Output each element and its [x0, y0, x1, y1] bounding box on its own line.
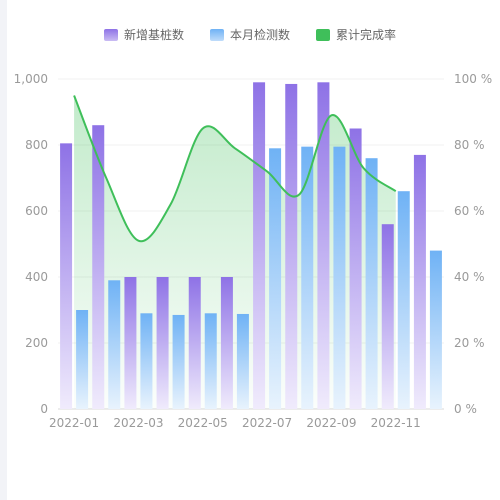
- bar-new-piles[interactable]: [156, 277, 169, 409]
- legend-swatch-completion-rate: [316, 28, 330, 41]
- left-edge-strip: [0, 0, 7, 500]
- legend: 新增基桩数 本月检测数 累计完成率: [0, 26, 500, 43]
- bar-monthly-tests[interactable]: [108, 280, 121, 409]
- bar-new-piles[interactable]: [349, 128, 362, 410]
- bar-new-piles[interactable]: [285, 83, 298, 409]
- bar-new-piles[interactable]: [413, 154, 426, 409]
- bar-monthly-tests[interactable]: [204, 313, 217, 409]
- bar-monthly-tests[interactable]: [269, 148, 282, 410]
- x-tick-label: 2022-01: [49, 416, 99, 430]
- y-right-tick-label: 0 %: [454, 402, 477, 416]
- completion-rate-line[interactable]: [73, 95, 397, 243]
- bar-new-piles[interactable]: [317, 82, 330, 410]
- bar-monthly-tests[interactable]: [333, 146, 346, 409]
- bar-monthly-tests[interactable]: [172, 314, 185, 409]
- bar-monthly-tests[interactable]: [429, 250, 442, 409]
- bar-monthly-tests[interactable]: [76, 310, 89, 409]
- x-tick-label: 2022-09: [306, 416, 356, 430]
- bar-new-piles[interactable]: [60, 143, 73, 409]
- y-right-tick-label: 100 %: [454, 72, 492, 86]
- legend-swatch-monthly-tests: [209, 28, 224, 41]
- y-right-tick-label: 60 %: [454, 204, 485, 218]
- y-left-tick-label: 800: [25, 138, 48, 152]
- y-right-tick-label: 80 %: [454, 138, 485, 152]
- bar-new-piles[interactable]: [188, 277, 201, 409]
- legend-label-completion-rate: 累计完成率: [336, 28, 397, 42]
- y-left-tick-label: 600: [25, 204, 48, 218]
- y-left-tick-label: 400: [25, 270, 48, 284]
- legend-label-new-piles: 新增基桩数: [123, 28, 184, 42]
- x-tick-label: 2022-11: [371, 416, 421, 430]
- legend-item-new-piles[interactable]: 新增基桩数: [103, 26, 184, 43]
- completion-rate-area: [74, 95, 396, 409]
- bar-monthly-tests[interactable]: [236, 313, 249, 409]
- bar-monthly-tests[interactable]: [301, 146, 314, 409]
- y-left-tick-label: 1,000: [14, 72, 48, 86]
- bar-new-piles[interactable]: [253, 82, 266, 410]
- legend-label-monthly-tests: 本月检测数: [229, 28, 290, 42]
- bar-monthly-tests[interactable]: [140, 313, 153, 409]
- x-tick-label: 2022-05: [178, 416, 228, 430]
- y-left-tick-label: 0: [40, 402, 48, 416]
- bar-monthly-tests[interactable]: [365, 158, 378, 409]
- y-right-tick-label: 20 %: [454, 336, 485, 350]
- bar-new-piles[interactable]: [124, 277, 137, 409]
- bar-new-piles[interactable]: [381, 224, 394, 409]
- x-tick-label: 2022-07: [242, 416, 292, 430]
- legend-item-monthly-tests[interactable]: 本月检测数: [209, 26, 290, 43]
- bar-new-piles[interactable]: [92, 125, 105, 409]
- bar-monthly-tests[interactable]: [397, 191, 410, 409]
- bar-new-piles[interactable]: [220, 277, 233, 409]
- y-left-tick-label: 200: [25, 336, 48, 350]
- x-tick-label: 2022-03: [113, 416, 163, 430]
- legend-swatch-new-piles: [103, 28, 118, 41]
- y-right-tick-label: 40 %: [454, 270, 485, 284]
- legend-item-completion-rate[interactable]: 累计完成率: [316, 26, 396, 43]
